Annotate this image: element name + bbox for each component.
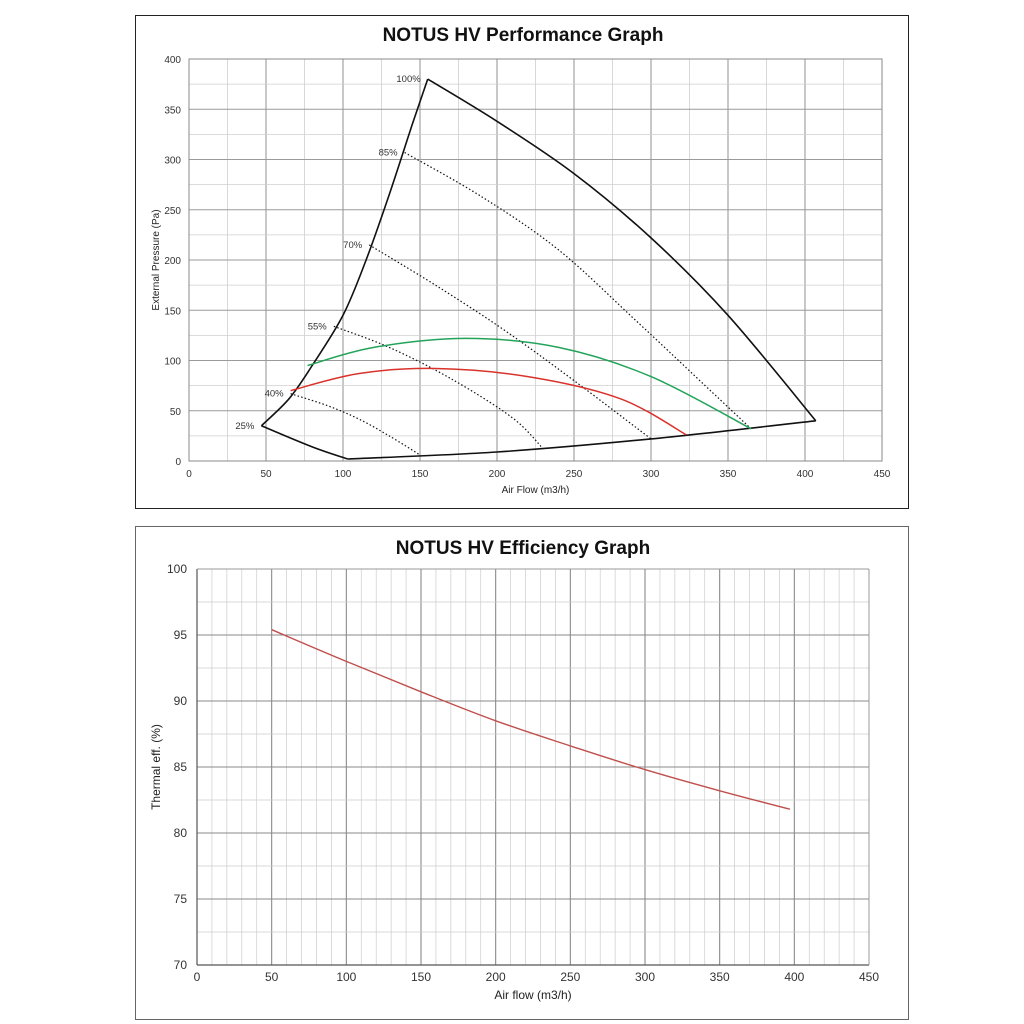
- x-tick-label: 250: [560, 970, 580, 984]
- x-tick-label: 250: [566, 469, 583, 480]
- y-tick-label: 70: [174, 958, 188, 972]
- y-tick-label: 350: [164, 105, 181, 116]
- x-tick-label: 350: [710, 970, 730, 984]
- envelope-left-edge: [260, 78, 429, 427]
- speed-line: [290, 393, 421, 456]
- y-tick-label: 80: [174, 826, 188, 840]
- plot-frame: [188, 58, 883, 462]
- envelope-top-edge: [427, 78, 817, 422]
- x-tick-label: 300: [643, 469, 660, 480]
- efficiency-graph: NOTUS HV Efficiency Graph 0 50 100 150 200 250…: [149, 538, 879, 1002]
- x-tick-label: 50: [260, 469, 272, 480]
- x-axis-label: Air flow (m3/h): [494, 988, 571, 1002]
- efficiency-curve: [271, 629, 791, 810]
- x-tick-label: 200: [486, 970, 506, 984]
- x-tick-label: 100: [336, 970, 356, 984]
- chart-title: NOTUS HV Performance Graph: [383, 25, 664, 46]
- x-tick-label: 0: [186, 469, 192, 480]
- x-tick-label: 0: [194, 970, 201, 984]
- x-tick-label: 50: [265, 970, 279, 984]
- x-tick-label: 150: [411, 970, 431, 984]
- grid: [197, 569, 869, 965]
- speed-label: 55%: [308, 321, 328, 332]
- speed-line: [333, 325, 544, 450]
- x-tick-label: 100: [335, 469, 352, 480]
- speed-label: 70%: [343, 240, 363, 251]
- grid: [189, 59, 882, 461]
- x-tick-label: 400: [784, 970, 804, 984]
- y-tick-label: 85: [174, 760, 188, 774]
- y-tick-label: 95: [174, 628, 188, 642]
- speed-label: 100%: [396, 74, 421, 85]
- y-tick-label: 400: [164, 55, 181, 66]
- y-tick-label: 100: [167, 562, 187, 576]
- y-axis-label: Thermal eff. (%): [149, 724, 163, 810]
- x-tick-label: 300: [635, 970, 655, 984]
- x-tick-label: 200: [489, 469, 506, 480]
- y-tick-label: 150: [164, 306, 181, 317]
- x-axis-label: Air Flow (m3/h): [502, 485, 570, 496]
- efficiency-graph-panel: NOTUS HV Efficiency Graph 0 50 100 150 200 250…: [135, 526, 909, 1020]
- y-tick-label: 250: [164, 206, 181, 217]
- speed-line: [404, 151, 752, 430]
- performance-graph: NOTUS HV Performance Graph 0 50 100 150 200 25…: [151, 25, 891, 496]
- speed-label: 25%: [235, 421, 255, 432]
- speed-line: [368, 244, 652, 440]
- speed-label: 85%: [379, 147, 399, 158]
- speed-label: 40%: [265, 389, 285, 400]
- x-tick-label: 400: [797, 469, 814, 480]
- y-tick-label: 0: [175, 457, 181, 468]
- x-tick-label: 450: [859, 970, 879, 984]
- x-tick-label: 450: [874, 469, 891, 480]
- y-tick-label: 100: [164, 357, 181, 368]
- envelope-bottom-edge: [347, 420, 816, 460]
- y-tick-label: 90: [174, 694, 188, 708]
- chart-title: NOTUS HV Efficiency Graph: [396, 538, 650, 559]
- envelope-bottom-left-edge: [261, 425, 348, 460]
- y-tick-label: 75: [174, 892, 188, 906]
- red-curve: [290, 367, 687, 436]
- y-tick-label: 50: [170, 407, 182, 418]
- y-tick-label: 200: [164, 256, 181, 267]
- y-axis-label: External Pressure (Pa): [151, 209, 162, 310]
- green-curve: [307, 337, 752, 430]
- x-tick-label: 150: [412, 469, 429, 480]
- x-tick-label: 350: [720, 469, 737, 480]
- y-tick-label: 300: [164, 156, 181, 167]
- performance-graph-panel: NOTUS HV Performance Graph 0 50 100 150 200 25…: [135, 15, 909, 509]
